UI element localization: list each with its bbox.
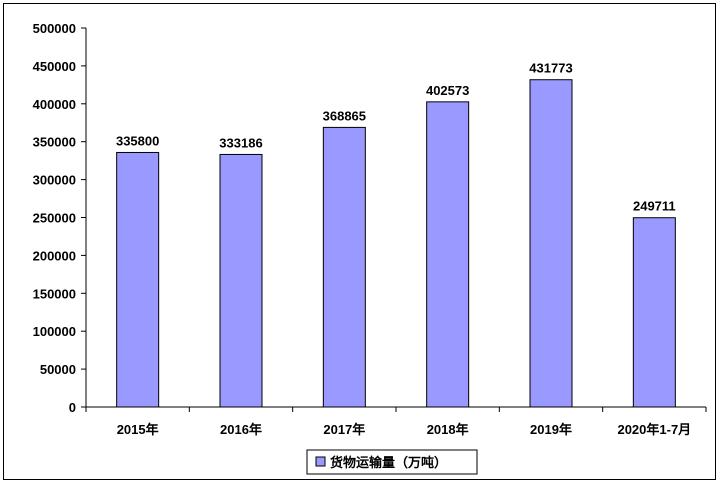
x-tick-label: 2018年 xyxy=(427,422,469,437)
y-tick-label: 500000 xyxy=(33,21,76,36)
legend-box xyxy=(306,449,478,475)
bar xyxy=(529,79,573,408)
data-label: 402573 xyxy=(426,83,469,98)
x-tick-label: 2019年 xyxy=(530,422,572,437)
y-tick-label: 200000 xyxy=(33,248,76,263)
y-tick-label: 300000 xyxy=(33,173,76,188)
legend: 货物运输量（万吨） xyxy=(306,449,478,475)
legend-label: 货物运输量（万吨） xyxy=(330,455,447,471)
y-tick-label: 350000 xyxy=(33,135,76,150)
y-tick-label: 250000 xyxy=(33,211,76,226)
y-tick-label: 100000 xyxy=(33,324,76,339)
x-tick-label: 2017年 xyxy=(323,422,365,437)
x-tick-label: 2016年 xyxy=(220,422,262,437)
bar xyxy=(322,126,366,408)
y-tick-label: 150000 xyxy=(33,286,76,301)
data-label: 431773 xyxy=(529,61,572,76)
legend-swatch xyxy=(315,456,326,467)
bar xyxy=(632,217,676,408)
data-label: 368865 xyxy=(323,108,366,123)
y-tick-label: 50000 xyxy=(40,362,76,377)
y-tick-label: 400000 xyxy=(33,97,76,112)
y-tick-label: 0 xyxy=(69,400,76,415)
bar xyxy=(116,151,160,408)
y-axis-ticks: 0 50000 100000 150000 200000 250000 300000 3500… xyxy=(33,21,86,415)
x-tick-label: 2020年1-7月 xyxy=(617,422,691,437)
data-labels: 335800 333186 368865 402573 431773 249711 xyxy=(116,61,676,214)
bar xyxy=(426,101,470,408)
bars xyxy=(116,79,676,408)
data-label: 249711 xyxy=(633,199,676,214)
data-label: 335800 xyxy=(116,133,159,148)
data-label: 333186 xyxy=(219,135,262,150)
y-tick-label: 450000 xyxy=(33,59,76,74)
x-axis-ticks: 2015年 2016年 2017年 2018年 2019年 2020年1-7月 xyxy=(85,407,707,437)
x-tick-label: 2015年 xyxy=(117,422,159,437)
bar xyxy=(219,153,263,408)
